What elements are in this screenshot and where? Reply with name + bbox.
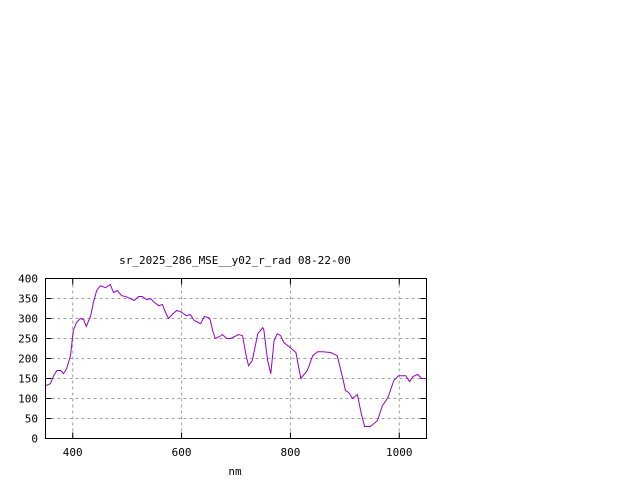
y-tick-label: 300 — [18, 313, 38, 326]
ticks: 0 50 100 150 200 250 300 350 400 400 600 800 1000 — [18, 273, 427, 459]
series-line — [45, 283, 426, 427]
x-tick-label: 1000 — [386, 446, 413, 459]
x-axis-label: nm — [228, 465, 242, 478]
y-tick-label: 200 — [18, 353, 38, 366]
x-tick-label: 400 — [63, 446, 83, 459]
y-tick-label: 100 — [18, 393, 38, 406]
y-tick-label: 400 — [18, 273, 38, 286]
y-tick-label: 350 — [18, 293, 38, 306]
y-tick-label: 0 — [31, 433, 38, 446]
chart-title: sr_2025_286_MSE__y02_r_rad 08-22-00 — [119, 254, 351, 267]
x-tick-label: 600 — [172, 446, 192, 459]
y-tick-label: 50 — [25, 413, 38, 426]
x-tick-label: 800 — [280, 446, 300, 459]
grid — [45, 278, 427, 439]
y-tick-label: 150 — [18, 373, 38, 386]
y-tick-label: 250 — [18, 333, 38, 346]
plot-border — [45, 278, 427, 439]
